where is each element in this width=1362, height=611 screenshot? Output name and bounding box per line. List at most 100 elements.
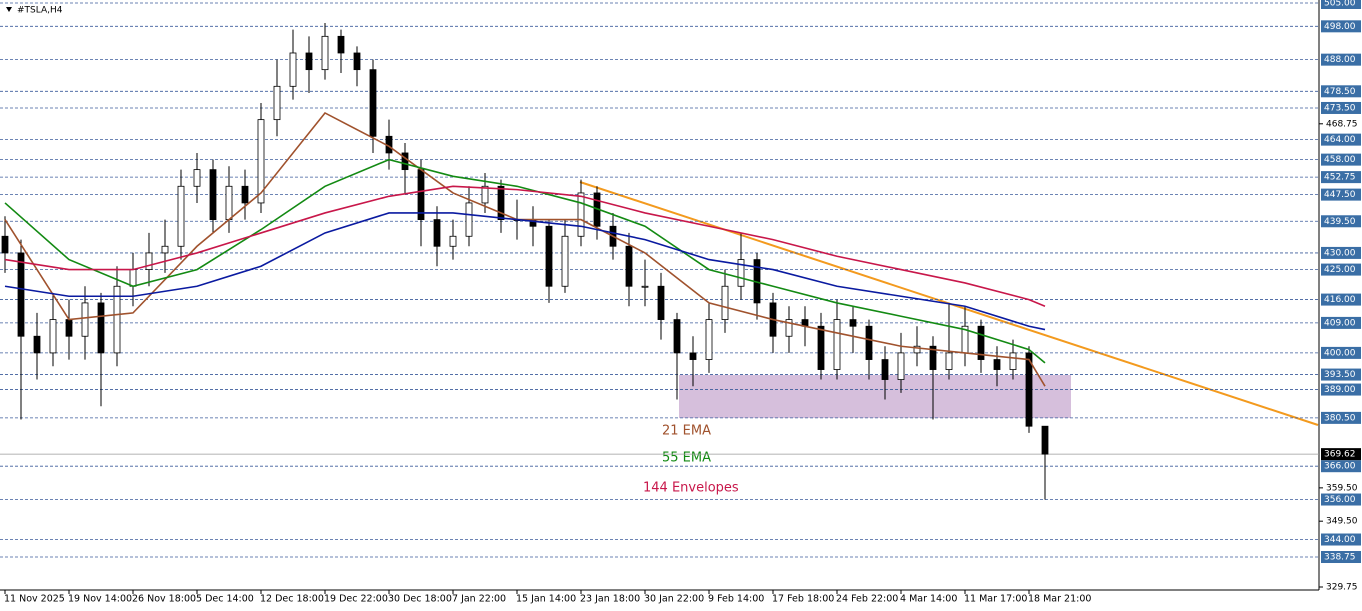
candle-body	[865, 325, 873, 360]
candle-body	[49, 319, 57, 354]
ema21-label: 21 EMA	[662, 424, 711, 439]
level-label-bg	[1321, 551, 1361, 564]
candle-body	[161, 245, 169, 254]
candle-body	[209, 169, 217, 221]
candle-body	[849, 319, 857, 327]
candle-body	[785, 319, 793, 337]
candle-body	[65, 319, 73, 337]
x-tick-label: 24 Feb 22:00	[836, 594, 898, 605]
candle-body	[705, 319, 713, 360]
level-label: 488.00	[1324, 55, 1356, 65]
candle-body	[449, 235, 457, 247]
candle-body	[689, 352, 697, 360]
level-label: 458.00	[1324, 155, 1356, 165]
candle-body	[641, 285, 649, 288]
last-price-bg	[1321, 448, 1361, 461]
candle-body	[401, 152, 409, 171]
candle-body	[817, 325, 825, 370]
candle-body	[833, 319, 841, 370]
level-label: 338.75	[1324, 553, 1356, 563]
level-label: 380.50	[1324, 413, 1356, 423]
candle-body	[337, 35, 345, 54]
level-label: 478.50	[1324, 87, 1356, 97]
candle-body	[945, 352, 953, 370]
x-tick-label: 12 Dec 18:00	[260, 594, 324, 605]
x-tick-label: 19 Nov 14:00	[68, 594, 132, 605]
y-tick-label: 359.50	[1326, 483, 1358, 493]
level-label: 425.00	[1324, 265, 1356, 275]
level-label-bg	[1321, 383, 1361, 396]
level-label-bg	[1321, 85, 1361, 98]
level-label: 452.75	[1324, 173, 1356, 183]
candle-body	[673, 319, 681, 354]
menu-icon	[6, 7, 12, 12]
candle-body	[737, 259, 745, 287]
candle-body	[657, 285, 665, 320]
candle-body	[305, 52, 313, 71]
candle-body	[897, 352, 905, 380]
candle-body	[273, 85, 281, 121]
candle-body	[17, 252, 25, 337]
x-tick-label: 17 Feb 18:00	[772, 594, 834, 605]
candle-body	[545, 225, 553, 287]
candle-body	[113, 285, 121, 354]
candle-body	[881, 359, 889, 380]
y-tick-label: 468.75	[1326, 119, 1358, 129]
level-label: 400.00	[1324, 348, 1356, 358]
candle-body	[417, 169, 425, 221]
level-label-bg	[1321, 188, 1361, 201]
candle-body	[913, 345, 921, 354]
indicator-line	[4, 185, 1046, 307]
level-label: 439.50	[1324, 217, 1356, 227]
candle-body	[145, 252, 153, 270]
x-tick-label: 15 Jan 14:00	[516, 594, 576, 605]
level-label: 416.00	[1324, 295, 1356, 305]
candle-body	[625, 245, 633, 287]
x-tick-label: 30 Dec 18:00	[388, 594, 452, 605]
candle-body	[721, 285, 729, 320]
candle-body	[577, 192, 585, 237]
indicator-line	[4, 212, 1046, 331]
indicator-line	[4, 158, 1046, 364]
candle-body	[433, 219, 441, 247]
candle-body	[257, 119, 265, 204]
candle-body	[177, 185, 185, 247]
x-tick-label: 11 Nov 2025	[4, 594, 65, 605]
level-label: 464.00	[1324, 135, 1356, 145]
x-tick-label: 18 Mar 21:00	[1028, 594, 1091, 605]
level-label-bg	[1321, 293, 1361, 306]
level-label: 447.50	[1324, 190, 1356, 200]
level-label: 430.00	[1324, 248, 1356, 258]
ema55-label: 55 EMA	[662, 451, 711, 466]
envelopes-label: 144 Envelopes	[643, 481, 739, 496]
x-tick-label: 4 Mar 14:00	[900, 594, 957, 605]
x-tick-label: 9 Feb 14:00	[708, 594, 764, 605]
x-tick-label: 30 Jan 22:00	[644, 594, 704, 605]
level-label-bg	[1321, 171, 1361, 184]
indicator-line	[4, 111, 1046, 387]
y-tick-label: 329.75	[1326, 583, 1358, 593]
level-label-bg	[1321, 493, 1361, 506]
level-label-bg	[1321, 153, 1361, 166]
candle-body	[241, 185, 249, 204]
candle-body	[321, 35, 329, 71]
x-tick-label: 7 Jan 22:00	[452, 594, 506, 605]
candle-body	[929, 345, 937, 370]
candle-body	[1009, 352, 1017, 370]
x-tick-label: 26 Nov 18:00	[132, 594, 196, 605]
candle-body	[977, 325, 985, 360]
candle-body	[497, 185, 505, 221]
level-label-bg	[1321, 460, 1361, 473]
x-tick-label: 19 Dec 22:00	[324, 594, 388, 605]
last-price-label: 369.62	[1324, 450, 1356, 460]
x-tick-label: 11 Mar 17:00	[964, 594, 1027, 605]
level-label-bg	[1321, 133, 1361, 146]
candle-body	[353, 52, 361, 71]
candle-body	[225, 185, 233, 221]
level-label: 498.00	[1324, 22, 1356, 32]
level-label: 505.00	[1324, 0, 1356, 9]
candle-body	[1, 235, 9, 254]
candle-body	[993, 359, 1001, 370]
candle-body	[481, 185, 489, 204]
y-tick-label: 349.50	[1326, 517, 1358, 527]
